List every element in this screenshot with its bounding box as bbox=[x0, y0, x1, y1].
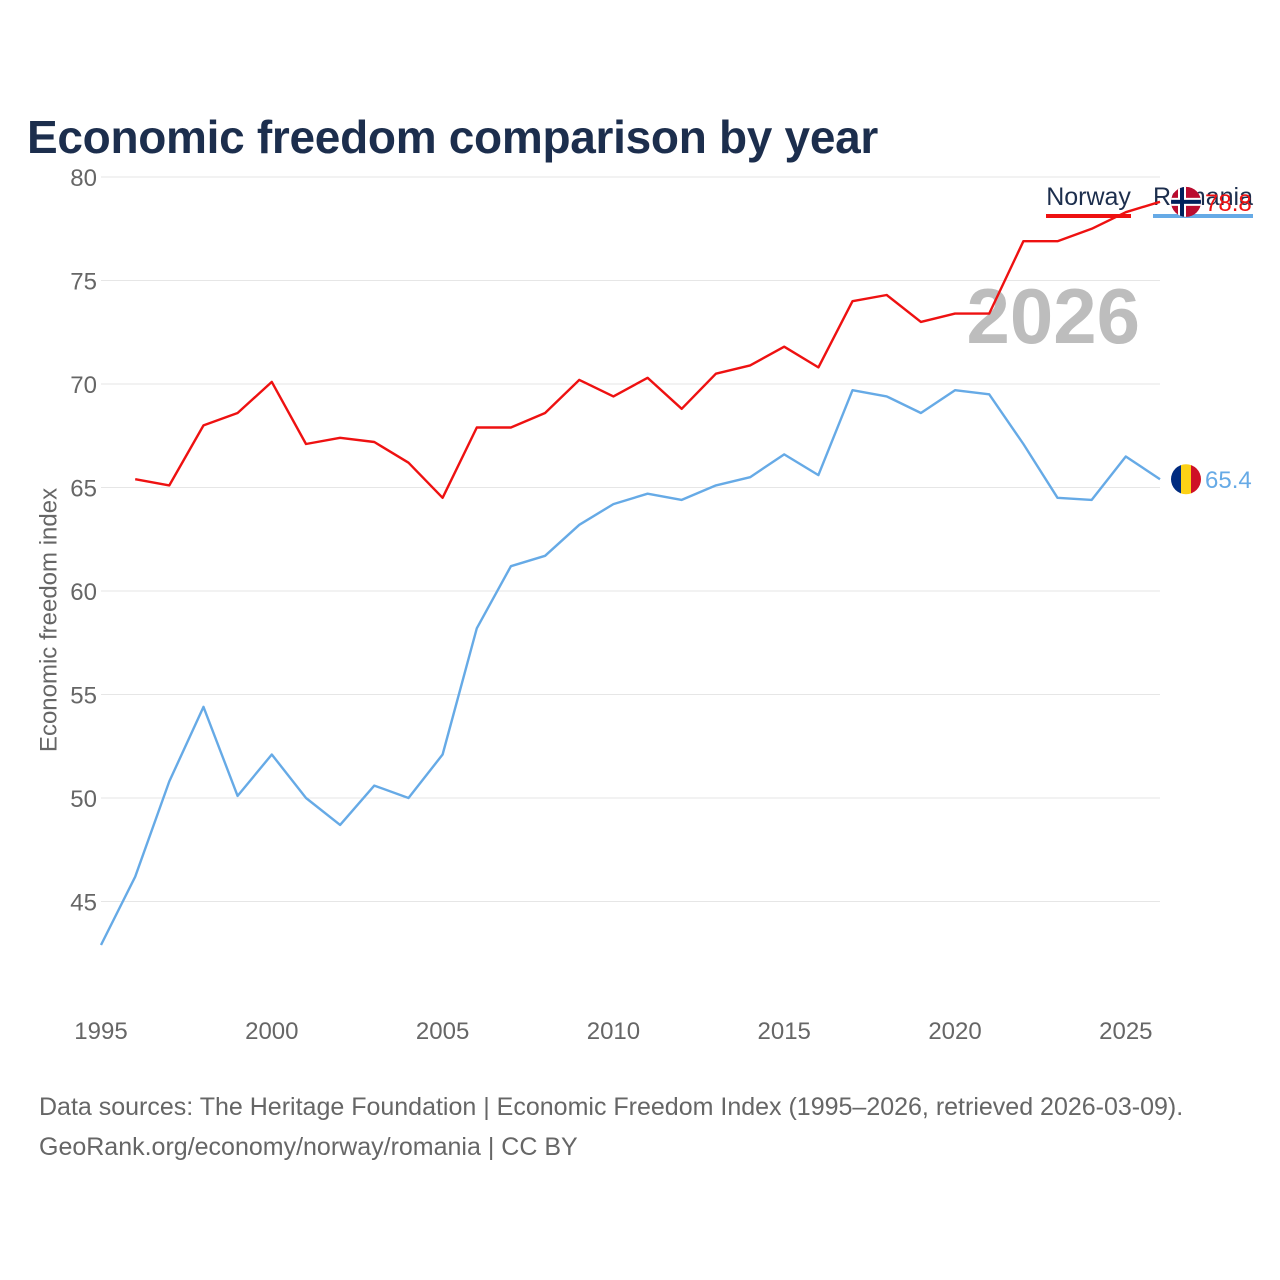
source-note: Data sources: The Heritage Foundation | … bbox=[39, 1087, 1183, 1167]
legend: Norway Romania bbox=[1046, 183, 1253, 218]
end-value-label-norway: 78.8 bbox=[1205, 190, 1252, 217]
y-tick-label: 70 bbox=[70, 372, 97, 399]
y-tick-label: 45 bbox=[70, 890, 97, 917]
x-tick-label: 2025 bbox=[1099, 1018, 1152, 1045]
source-line-2: GeoRank.org/economy/norway/romania | CC … bbox=[39, 1133, 578, 1161]
series-line-romania bbox=[99, 389, 1161, 946]
series-line-norway bbox=[134, 200, 1161, 499]
legend-item-romania[interactable]: Romania bbox=[1152, 183, 1253, 218]
y-axis-label: Economic freedom index bbox=[35, 488, 62, 752]
source-line-1: Data sources: The Heritage Foundation | … bbox=[39, 1093, 1184, 1121]
norway-flag-icon bbox=[1171, 186, 1201, 217]
x-tick-label: 2010 bbox=[587, 1018, 640, 1045]
x-tick-label: 2020 bbox=[928, 1018, 981, 1045]
x-tick-label: 2000 bbox=[245, 1018, 298, 1045]
x-tick-label: 2005 bbox=[416, 1018, 469, 1045]
x-tick-label: 1995 bbox=[74, 1018, 127, 1045]
end-value-label-romania: 65.4 bbox=[1205, 467, 1252, 494]
romania-flag-icon bbox=[1171, 464, 1201, 495]
y-tick-label: 55 bbox=[70, 683, 97, 710]
x-tick-label: 2015 bbox=[758, 1018, 811, 1045]
y-tick-label: 50 bbox=[70, 786, 97, 813]
year-watermark: 2026 bbox=[966, 272, 1140, 360]
chart-title: Economic freedom comparison by year bbox=[27, 111, 878, 163]
y-tick-label: 75 bbox=[70, 269, 97, 296]
y-tick-label: 65 bbox=[70, 476, 97, 503]
legend-item-norway[interactable]: Norway bbox=[1046, 183, 1131, 218]
y-tick-label: 60 bbox=[70, 579, 97, 606]
y-tick-label: 80 bbox=[70, 165, 97, 192]
